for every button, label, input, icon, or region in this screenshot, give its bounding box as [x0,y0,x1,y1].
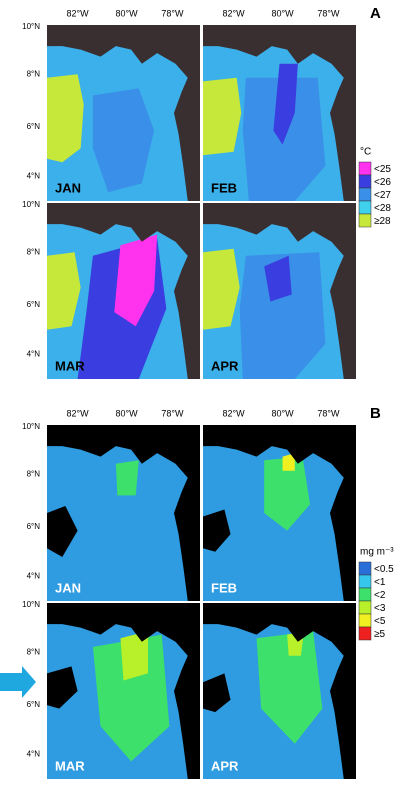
legend-swatch [358,174,372,189]
legend-title: °C [360,147,371,158]
month-label: APR [211,358,239,373]
x-label: 82°W [223,8,246,18]
legend-swatch [358,213,372,228]
month-label: MAR [55,758,85,773]
legend-swatch [358,574,372,589]
x-label: 82°W [67,408,90,418]
x-label: 80°W [272,8,295,18]
x-label: 80°W [272,408,295,418]
y-label: 6°N [27,522,41,531]
legend-swatch [358,587,372,602]
y-label: 6°N [27,700,41,709]
panel-label: B [370,405,381,422]
legend-label: <1 [374,577,386,588]
month-label: JAN [55,180,81,195]
x-label: 78°W [161,8,184,18]
map-panel [47,25,200,201]
y-label: 8°N [27,247,41,256]
y-label: 4°N [27,171,41,180]
y-label: 10°N [22,422,40,431]
map-panel [203,603,356,779]
map-panel [203,25,356,201]
month-label: FEB [211,580,237,595]
month-label: APR [211,758,239,773]
y-label: 10°N [22,22,40,31]
map-panel [47,203,200,379]
y-label: 6°N [27,122,41,131]
legend-label: <27 [374,190,391,201]
x-label: 82°W [223,408,246,418]
map-panel [203,203,356,379]
legend-swatch [358,187,372,202]
x-label: 80°W [116,408,139,418]
map-panel [47,603,200,779]
y-label: 8°N [27,69,41,78]
month-label: JAN [55,580,81,595]
month-label: MAR [55,358,85,373]
arrow [0,666,36,698]
y-label: 8°N [27,469,41,478]
legend-label: <25 [374,164,391,175]
legend-swatch [358,626,372,641]
legend-label: <26 [374,177,391,188]
legend-label: <2 [374,590,386,601]
y-label: 6°N [27,300,41,309]
y-label: 10°N [22,200,40,209]
map-panel [203,425,356,601]
legend-swatch [358,561,372,576]
legend-label: <28 [374,203,391,214]
panel-label: A [370,5,381,22]
y-label: 4°N [27,349,41,358]
legend-label: <3 [374,603,386,614]
x-label: 82°W [67,8,90,18]
legend-swatch [358,161,372,176]
x-label: 78°W [317,408,340,418]
legend-label: ≥5 [374,629,385,640]
legend-title: mg m⁻³ [360,547,394,558]
x-label: 78°W [161,408,184,418]
x-label: 80°W [116,8,139,18]
legend-label: <0.5 [374,564,394,575]
legend-label: <5 [374,616,386,627]
map-panel [47,425,200,601]
x-label: 78°W [317,8,340,18]
legend-label: ≥28 [374,216,391,227]
y-label: 10°N [22,600,40,609]
y-label: 4°N [27,749,41,758]
legend-swatch [358,600,372,615]
y-label: 4°N [27,571,41,580]
y-label: 8°N [27,647,41,656]
month-label: FEB [211,180,237,195]
legend-swatch [358,200,372,215]
legend-swatch [358,613,372,628]
